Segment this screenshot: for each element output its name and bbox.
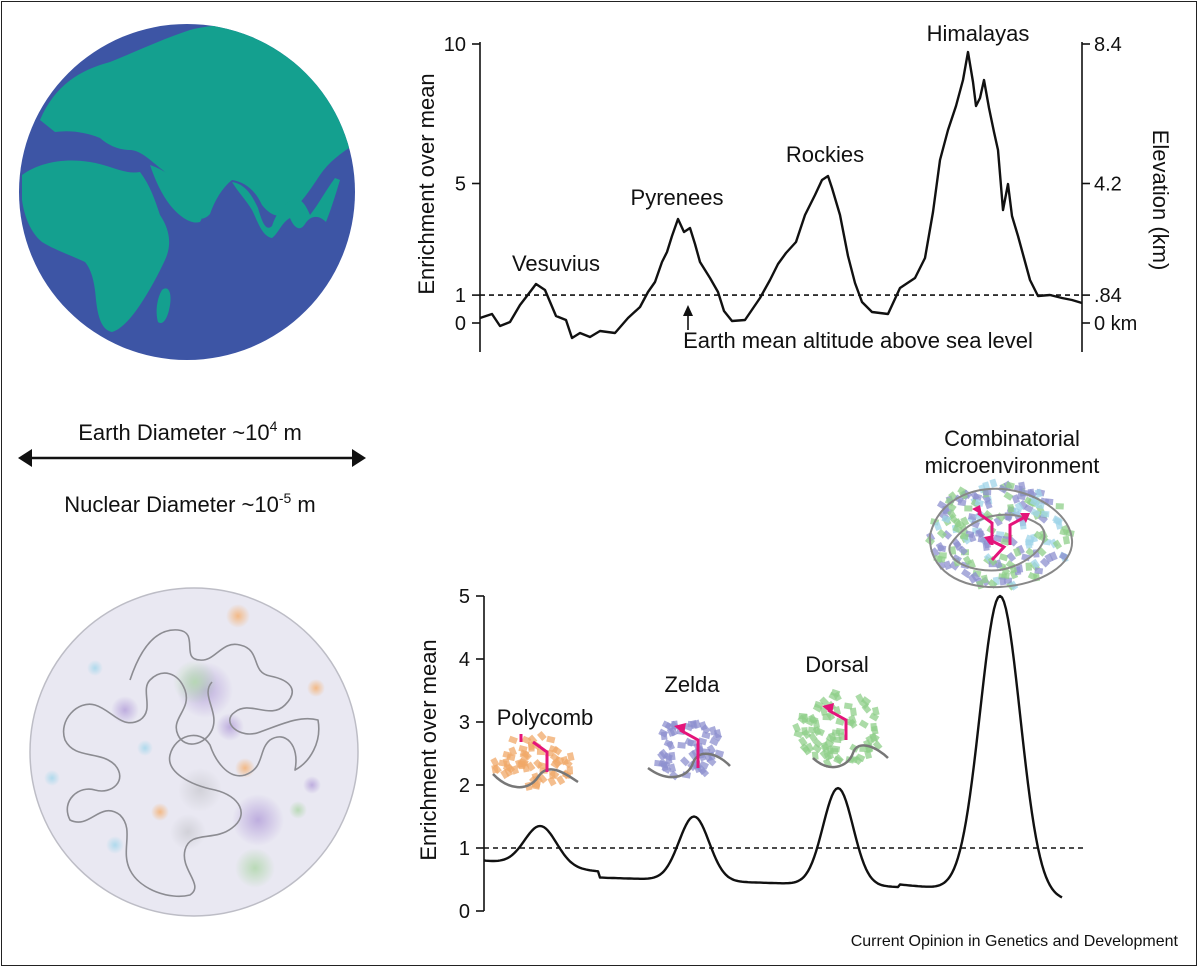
top-y-axis-label-right: Elevation (km) [1148, 130, 1173, 271]
mean-altitude-label: Earth mean altitude above sea level [683, 328, 1033, 353]
peak-label-vesuvius: Vesuvius [512, 251, 600, 276]
land-eurasia [40, 25, 355, 219]
scale-comparison: Earth Diameter ~104 m Nuclear Diameter ~… [18, 418, 366, 517]
bottom-tick-label: 5 [459, 586, 470, 608]
top-right-tick-label: 4.2 [1094, 174, 1122, 196]
bottom-y-axis-label: Enrichment over mean [416, 639, 441, 860]
nuclear-diameter-label: Nuclear Diameter ~10-5 m [64, 490, 316, 517]
top-right-tick-label: 0 km [1094, 313, 1137, 335]
journal-credit: Current Opinion in Genetics and Developm… [850, 933, 1178, 950]
bottom-tick-label: 0 [459, 901, 470, 923]
hub-label-zelda: Zelda [664, 672, 720, 697]
top-left-tick-label: 5 [455, 174, 466, 196]
elevation-enrichment-curve [479, 50, 1083, 340]
earth-globe [19, 24, 355, 360]
peak-label-himalayas: Himalayas [927, 21, 1030, 46]
land-africa [22, 160, 170, 332]
mean-annotation-arrow-head [683, 305, 693, 316]
bottom-tick-label: 4 [459, 649, 470, 671]
bottom-tick-label: 3 [459, 712, 470, 734]
top-left-tick-label: 0 [455, 313, 466, 335]
nuclear-condensates [44, 604, 325, 888]
bottom-chart: 5 4 3 2 1 0 Enrichment over mean Polycomb Zeld… [416, 426, 1099, 923]
land-india [232, 178, 340, 238]
dorsal-hub-cluster [792, 688, 889, 769]
nucleus-diagram [29, 587, 359, 917]
land-arabia [150, 165, 202, 223]
peak-label-rockies: Rockies [786, 142, 864, 167]
hub-label-microenvironment: microenvironment [925, 453, 1100, 478]
hub-label-dorsal: Dorsal [805, 652, 869, 677]
hub-label-polycomb: Polycomb [497, 705, 594, 730]
bottom-tick-label: 1 [459, 838, 470, 860]
earth-diameter-label: Earth Diameter ~104 m [78, 418, 302, 445]
top-right-tick-label: .84 [1094, 285, 1122, 307]
top-right-tick-label: 8.4 [1094, 34, 1122, 56]
top-left-tick-label: 10 [444, 34, 466, 56]
scale-arrow-left-head [18, 449, 32, 467]
peak-label-pyrenees: Pyrenees [631, 185, 724, 210]
zelda-hub-cluster [647, 719, 731, 781]
polycomb-hub-cluster [490, 730, 579, 791]
land-madagascar [156, 288, 171, 324]
hub-label-combinatorial: Combinatorial [944, 426, 1080, 451]
top-y-axis-label-left: Enrichment over mean [414, 73, 439, 294]
top-left-tick-label: 1 [455, 285, 466, 307]
bottom-tick-label: 2 [459, 775, 470, 797]
scale-arrow-right-head [352, 449, 366, 467]
chromatin-fiber [62, 629, 320, 897]
tf-enrichment-curve [483, 594, 1063, 899]
combinatorial-hub-cluster [924, 478, 1075, 591]
